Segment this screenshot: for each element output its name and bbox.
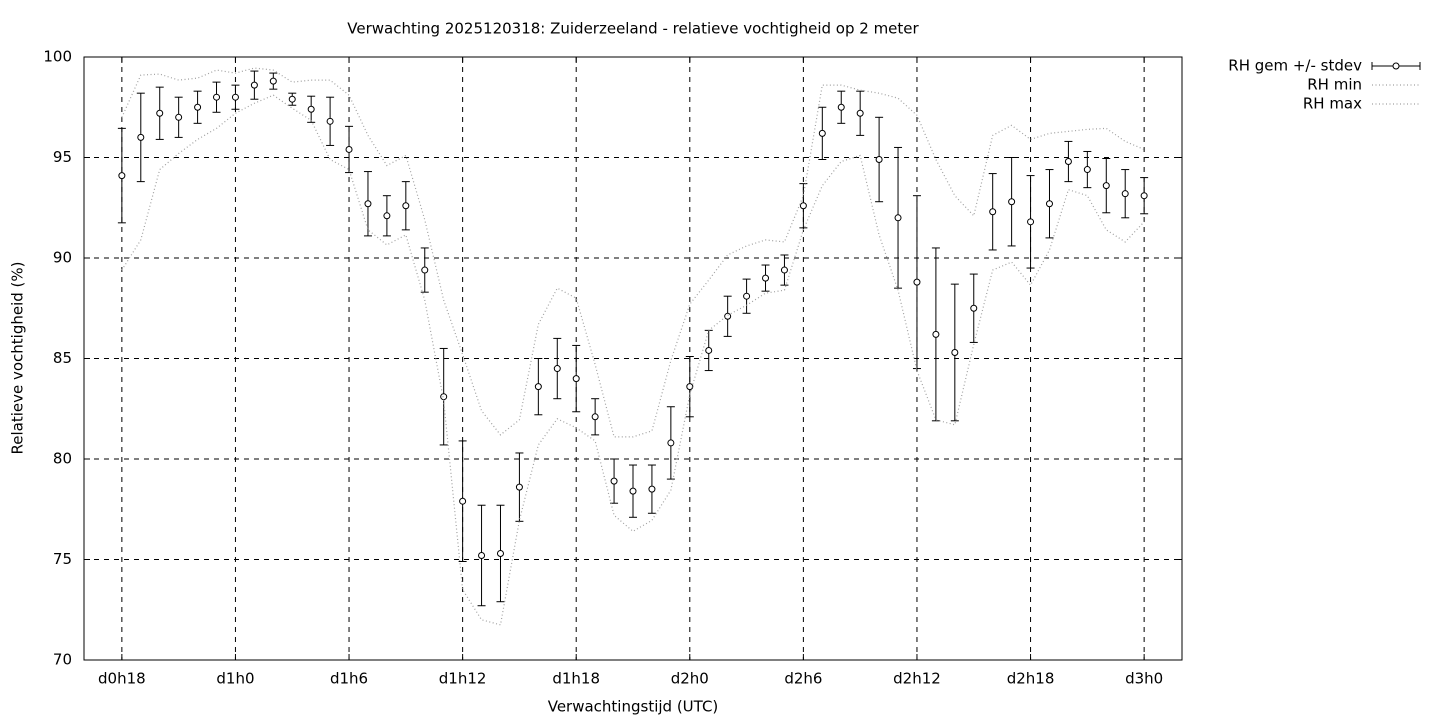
mean-point	[175, 113, 183, 121]
mean-point	[402, 202, 410, 210]
mean-point	[307, 105, 315, 113]
mean-point	[629, 487, 637, 495]
x-tick-label: d2h18	[1007, 670, 1055, 688]
y-tick-label: 80	[53, 450, 72, 468]
mean-point	[250, 81, 258, 89]
mean-point	[648, 485, 656, 493]
mean-point	[1083, 166, 1091, 174]
y-tick-label: 95	[53, 148, 72, 166]
y-tick-label: 100	[43, 48, 72, 66]
range-line	[121, 67, 1145, 438]
mean-point	[989, 208, 997, 216]
x-tick-label: d1h12	[439, 670, 487, 688]
y-axis-label: Relatieve vochtigheid (%)	[9, 261, 27, 454]
mean-point	[496, 549, 504, 557]
mean-point	[951, 348, 959, 356]
chart-title: Verwachting 2025120318: Zuiderzeeland - …	[347, 20, 919, 38]
mean-point	[1008, 198, 1016, 206]
mean-point	[459, 497, 467, 505]
legend-label: RH max	[1303, 95, 1362, 113]
mean-point	[970, 304, 978, 312]
mean-point	[364, 200, 372, 208]
mean-point	[515, 483, 523, 491]
mean-point	[1140, 192, 1148, 200]
mean-point	[667, 439, 675, 447]
mean-point	[1121, 190, 1129, 198]
mean-point	[118, 172, 126, 180]
x-tick-label: d2h6	[784, 670, 822, 688]
mean-point	[288, 95, 296, 103]
x-tick-label: d1h18	[552, 670, 600, 688]
mean-point	[440, 393, 448, 401]
x-tick-label: d1h6	[330, 670, 368, 688]
legend-swatch	[1392, 62, 1400, 70]
mean-point	[137, 133, 145, 141]
x-tick-label: d0h18	[98, 670, 146, 688]
y-tick-label: 75	[53, 550, 72, 568]
mean-point	[213, 93, 221, 101]
legend-label: RH min	[1307, 76, 1362, 94]
mean-point	[1045, 200, 1053, 208]
mean-point	[534, 383, 542, 391]
mean-point	[932, 330, 940, 338]
mean-point	[591, 413, 599, 421]
mean-point	[705, 346, 713, 354]
mean-point	[326, 117, 334, 125]
y-tick-label: 85	[53, 349, 72, 367]
range-line	[121, 94, 1145, 626]
mean-point	[156, 109, 164, 117]
mean-point	[780, 266, 788, 274]
mean-point	[686, 383, 694, 391]
mean-point	[478, 551, 486, 559]
x-tick-label: d3h0	[1125, 670, 1163, 688]
mean-point	[856, 109, 864, 117]
x-tick-label: d2h12	[893, 670, 941, 688]
mean-point	[269, 77, 277, 85]
y-tick-label: 90	[53, 249, 72, 267]
mean-point	[818, 129, 826, 137]
mean-point	[743, 292, 751, 300]
x-tick-label: d1h0	[216, 670, 254, 688]
mean-point	[913, 278, 921, 286]
y-tick-label: 70	[53, 651, 72, 669]
mean-point	[762, 274, 770, 282]
x-tick-label: d2h0	[671, 670, 709, 688]
mean-point	[1027, 218, 1035, 226]
mean-point	[383, 212, 391, 220]
mean-point	[345, 145, 353, 153]
mean-point	[610, 477, 618, 485]
mean-point	[194, 103, 202, 111]
mean-point	[553, 365, 561, 373]
mean-point	[572, 375, 580, 383]
mean-point	[231, 93, 239, 101]
mean-point	[894, 214, 902, 222]
mean-point	[724, 312, 732, 320]
x-axis-label: Verwachtingstijd (UTC)	[548, 698, 719, 716]
legend-label: RH gem +/- stdev	[1228, 57, 1362, 75]
mean-point	[837, 103, 845, 111]
mean-point	[1102, 182, 1110, 190]
mean-point	[875, 156, 883, 164]
mean-point	[421, 266, 429, 274]
mean-point	[1064, 158, 1072, 166]
mean-point	[799, 202, 807, 210]
